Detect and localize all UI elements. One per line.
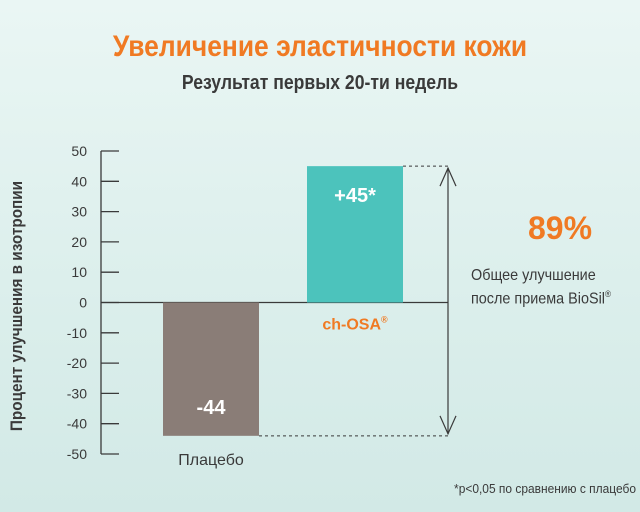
y-axis-label: Процент улучшения в изотропии bbox=[7, 181, 26, 431]
footnote: *p<0,05 по сравнению с плацебо bbox=[454, 481, 636, 496]
y-axis: 50 40 30 20 10 0 -10 -20 -30 -40 -50 bbox=[67, 143, 448, 462]
chart-title: Увеличение эластичности кожи bbox=[112, 30, 528, 63]
y-tick-label: 0 bbox=[79, 295, 87, 311]
y-tick-label: -10 bbox=[67, 325, 87, 341]
total-improvement-caption: Общее улучшение после приема BioSil® bbox=[471, 266, 622, 308]
difference-bracket bbox=[259, 165, 457, 437]
y-tick-label: -30 bbox=[67, 385, 87, 401]
bracket-arrow-head-up bbox=[439, 166, 457, 187]
bars bbox=[163, 166, 403, 436]
total-improvement-value: 89% bbox=[527, 210, 593, 246]
category-label: Плацебо bbox=[178, 452, 244, 469]
bar-value-label: +45* bbox=[334, 185, 376, 207]
y-tick-label: -50 bbox=[67, 446, 87, 462]
y-tick-label: -40 bbox=[67, 416, 87, 432]
bar-labels: -44 +45* Плацебо ch-OSA® bbox=[178, 185, 388, 469]
y-tick-label: 10 bbox=[71, 264, 87, 280]
y-tick-label: 30 bbox=[71, 204, 87, 220]
y-tick-label: -20 bbox=[67, 355, 87, 371]
y-tick-label: 50 bbox=[71, 143, 87, 159]
caption-line-2-text: после приема BioSil bbox=[471, 290, 606, 308]
caption-line-2: после приема BioSil® bbox=[471, 285, 622, 308]
caption-line-1: Общее улучшение bbox=[471, 267, 596, 284]
category-label: ch-OSA® bbox=[322, 315, 388, 334]
bar-0 bbox=[163, 302, 259, 436]
chart-subtitle: Результат первых 20-ти недель bbox=[181, 72, 459, 94]
bar-1 bbox=[307, 166, 403, 303]
bar-value-label: -44 bbox=[197, 397, 227, 419]
registered-mark: ® bbox=[605, 289, 611, 299]
y-tick-label: 20 bbox=[71, 234, 87, 250]
y-tick-label: 40 bbox=[71, 173, 87, 189]
bracket-arrow-head-down bbox=[439, 415, 457, 436]
